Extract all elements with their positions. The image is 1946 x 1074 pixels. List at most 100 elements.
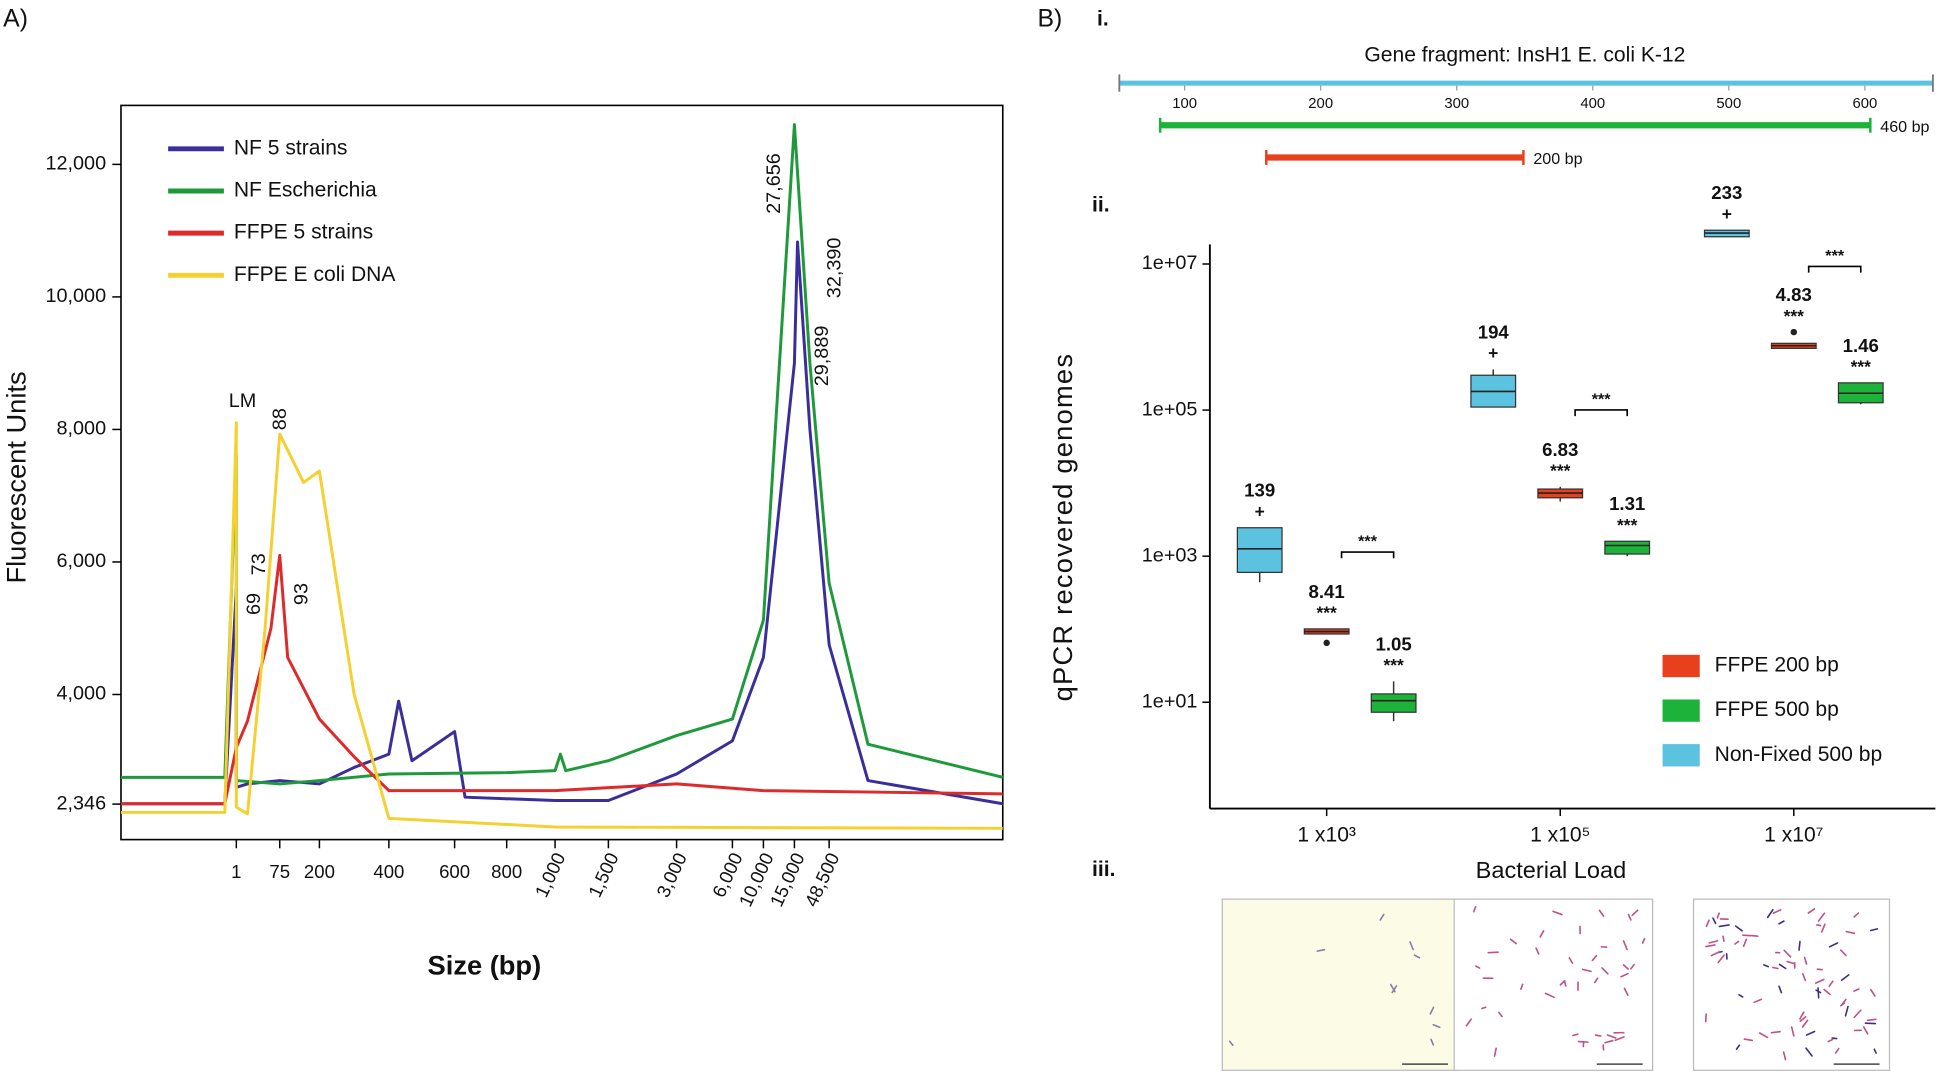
legend-label: NF Escherichia	[234, 179, 377, 202]
box	[1236, 527, 1283, 573]
comparison-bracket	[1807, 265, 1862, 273]
bacterium	[1758, 1032, 1769, 1039]
bacterium	[1770, 1030, 1781, 1034]
y-tick-label: 1e+07	[1142, 252, 1198, 274]
bacterium	[1763, 964, 1770, 968]
box-marker: ***	[1784, 306, 1805, 326]
bacterium	[1535, 947, 1540, 955]
bacterium	[1766, 908, 1774, 919]
bacterium	[1705, 919, 1710, 928]
x-tick-label: 1,000	[531, 849, 570, 900]
bacterium	[1816, 924, 1822, 927]
bacterium	[1778, 963, 1787, 970]
x-tick-label: 100	[1172, 96, 1197, 112]
box-marker: ***	[1550, 461, 1571, 481]
bacterium	[1717, 954, 1725, 964]
bacterium	[1593, 977, 1599, 984]
bacterium	[1481, 1006, 1487, 1010]
bacterium	[1866, 1018, 1877, 1022]
bacterium	[1840, 1002, 1846, 1007]
bacterium	[1820, 923, 1826, 933]
box-label: 194	[1478, 321, 1510, 342]
y-tick-label: 10,000	[45, 285, 106, 307]
bacterium	[1623, 987, 1629, 996]
bacterium	[1432, 1023, 1441, 1029]
box-marker: ***	[1617, 515, 1638, 535]
x-tick-label: 400	[1580, 96, 1605, 112]
bacterium	[1316, 948, 1326, 952]
box-marker: ***	[1383, 655, 1404, 675]
bacterium	[1604, 1039, 1614, 1044]
legend-swatch	[1662, 699, 1700, 722]
box-marker: ***	[1317, 603, 1338, 623]
bacterium	[1429, 1006, 1435, 1015]
comparison-label: ***	[1358, 532, 1378, 550]
x-tick-label: 200	[1308, 96, 1333, 112]
annotation: 73	[248, 553, 270, 575]
box-label: 1.05	[1376, 633, 1412, 654]
legend-swatch	[1662, 744, 1700, 767]
bacterium	[1509, 938, 1518, 945]
bacterium	[1799, 1016, 1807, 1022]
x-tick-label: 75	[269, 861, 290, 882]
line-series	[120, 421, 1003, 830]
bacterium	[1465, 1018, 1473, 1027]
bacterium	[1539, 930, 1545, 938]
y-tick-label: 4,000	[56, 683, 106, 705]
bacterium	[1802, 973, 1807, 982]
bacterium	[1712, 917, 1717, 925]
x-tick-label: 600	[1852, 96, 1877, 112]
annotation: LM	[229, 390, 257, 412]
comparison-bracket	[1340, 551, 1395, 559]
bacterium	[1614, 1036, 1625, 1042]
bacterium	[1845, 930, 1856, 935]
legend-label: Non-Fixed 500 bp	[1715, 743, 1883, 766]
box-label: 1.46	[1843, 335, 1879, 356]
bacterium	[1413, 954, 1421, 959]
box	[1370, 693, 1417, 713]
bacterium	[1844, 1005, 1849, 1017]
annotation: 88	[269, 408, 291, 430]
annotation: 27,656	[763, 153, 785, 214]
x-tick-label: 800	[491, 861, 522, 882]
bacterium	[1710, 950, 1721, 957]
bacterium	[1498, 1011, 1503, 1018]
x-tick-label: 1 x10⁷	[1764, 823, 1823, 846]
bacterium	[1559, 979, 1566, 986]
bacterium	[1799, 1011, 1805, 1020]
bacterium	[1778, 920, 1785, 925]
bacterium	[1568, 957, 1574, 964]
bacterium	[1817, 912, 1826, 922]
outlier	[1323, 639, 1330, 647]
x-tick-label: 3,000	[652, 849, 691, 900]
bacterium	[1544, 992, 1555, 999]
bacterium	[1778, 985, 1783, 994]
bacterium	[1814, 978, 1825, 984]
bacterium	[1552, 910, 1563, 916]
bacterium	[1742, 938, 1748, 948]
bacterium	[1738, 993, 1744, 998]
annotation: 93	[290, 583, 312, 605]
y-axis-title: Fluorescent Units	[0, 371, 31, 583]
bacterium	[1815, 989, 1822, 994]
box-label: 4.83	[1776, 284, 1812, 305]
x-tick-label: 400	[373, 861, 404, 882]
x-tick-label: 1 x10⁵	[1530, 823, 1590, 846]
annotation: 32,390	[824, 238, 846, 299]
y-tick-label: 8,000	[56, 418, 106, 440]
bacterium	[1606, 1034, 1617, 1039]
x-tick-label: 200	[304, 861, 335, 882]
bacterium	[1716, 912, 1720, 919]
panel-label: A)	[3, 5, 28, 32]
bacterium	[1622, 940, 1628, 951]
bacterium	[1805, 1047, 1813, 1057]
bacterium	[1742, 934, 1752, 937]
y-tick-label: 6,000	[56, 550, 106, 572]
outlier	[1790, 328, 1798, 336]
x-tick-label: 500	[1716, 96, 1741, 112]
box-marker: +	[1488, 343, 1498, 363]
bacterium	[1823, 988, 1831, 996]
bacterium	[1735, 1044, 1741, 1050]
bacterium	[1798, 940, 1801, 951]
bacterium	[1705, 944, 1716, 948]
